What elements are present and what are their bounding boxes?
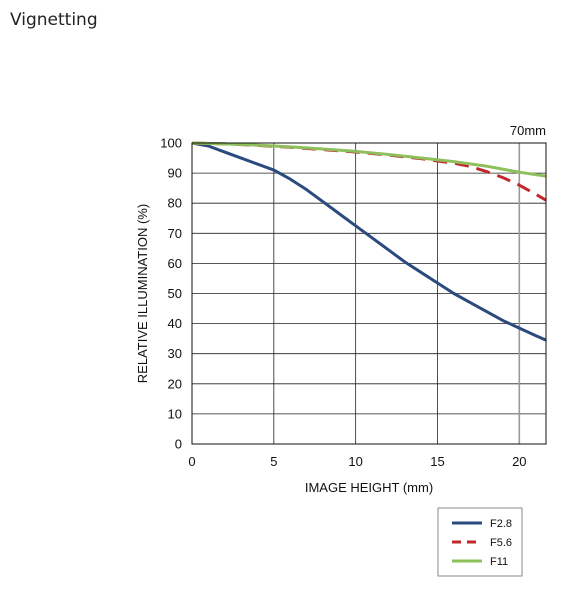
y-tick-label: 100 (160, 136, 182, 151)
legend-label: F5.6 (490, 537, 512, 549)
y-tick-label: 60 (168, 256, 182, 271)
y-tick-label: 20 (168, 376, 182, 391)
y-tick-label: 0 (175, 437, 182, 452)
series-layer (191, 141, 547, 342)
focal-length-label: 70mm (510, 123, 546, 138)
x-tick-label: 10 (348, 454, 362, 469)
x-tick-label: 5 (270, 454, 277, 469)
legend: F2.8 F5.6 F11 (437, 507, 523, 577)
legend-label: F2.8 (490, 518, 512, 530)
page-title: Vignetting (10, 10, 98, 30)
grid (191, 142, 546, 445)
y-tick-label: 70 (168, 226, 182, 241)
x-axis-label: IMAGE HEIGHT (mm) (305, 480, 433, 495)
y-tick-label: 50 (168, 286, 182, 301)
legend-label: F11 (490, 556, 508, 568)
x-tick-label: 15 (430, 454, 444, 469)
y-tick-label: 10 (168, 406, 182, 421)
tick-labels: 0 10 20 30 40 50 60 70 80 90 100 0 5 10 15 20 (160, 136, 526, 470)
plot-frame (191, 142, 547, 445)
y-tick-label: 80 (168, 196, 182, 211)
x-tick-label: 0 (188, 454, 195, 469)
y-tick-label: 40 (168, 316, 182, 331)
y-tick-label: 90 (168, 166, 182, 181)
y-tick-label: 30 (168, 346, 182, 361)
x-tick-label: 20 (512, 454, 526, 469)
y-axis-label: RELATIVE ILLUMINATION (%) (135, 204, 150, 383)
series-line-f11 (191, 141, 547, 178)
series-line-f2-8 (191, 141, 547, 342)
